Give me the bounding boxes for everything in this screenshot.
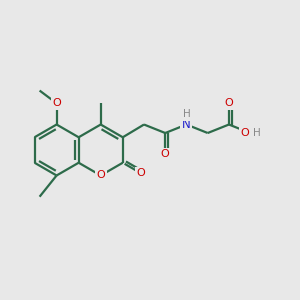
Text: O: O bbox=[96, 170, 105, 181]
Text: O: O bbox=[137, 168, 146, 178]
Text: H: H bbox=[253, 128, 261, 138]
Text: H: H bbox=[183, 109, 190, 119]
Text: O: O bbox=[225, 98, 233, 108]
Text: O: O bbox=[161, 149, 170, 159]
Text: O: O bbox=[52, 98, 61, 108]
Text: N: N bbox=[182, 118, 191, 131]
Text: O: O bbox=[240, 128, 249, 138]
